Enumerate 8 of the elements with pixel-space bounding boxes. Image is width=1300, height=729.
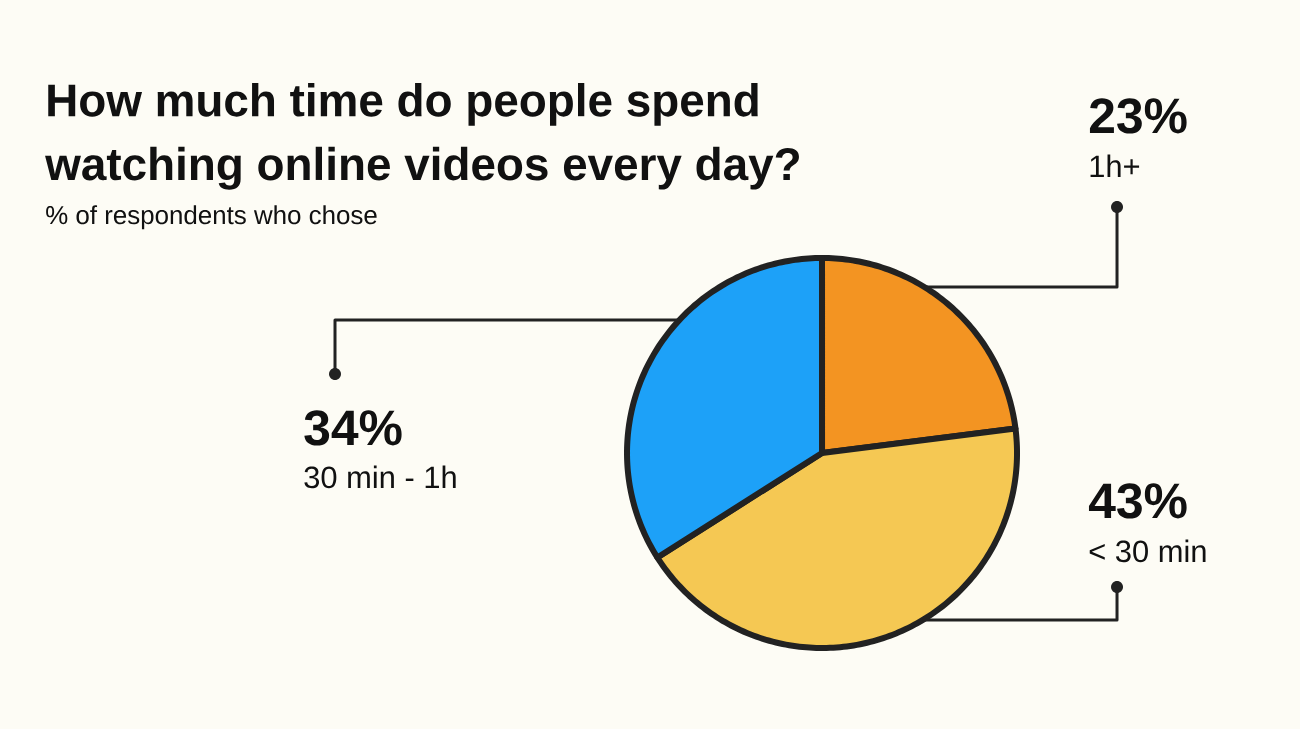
data-label: 43% (1088, 483, 1187, 519)
slice-label: 30 min - 1h (304, 465, 456, 489)
slice-label: < 30 min (1089, 539, 1206, 563)
slice-label: 1h+ (1090, 154, 1140, 177)
data-label: 23% (1089, 98, 1187, 134)
data-label: 34% (304, 410, 402, 446)
text: % of respondents who chose (46, 205, 377, 230)
chart-title: How much time do people spend watching online videos every day? (45, 82, 799, 190)
